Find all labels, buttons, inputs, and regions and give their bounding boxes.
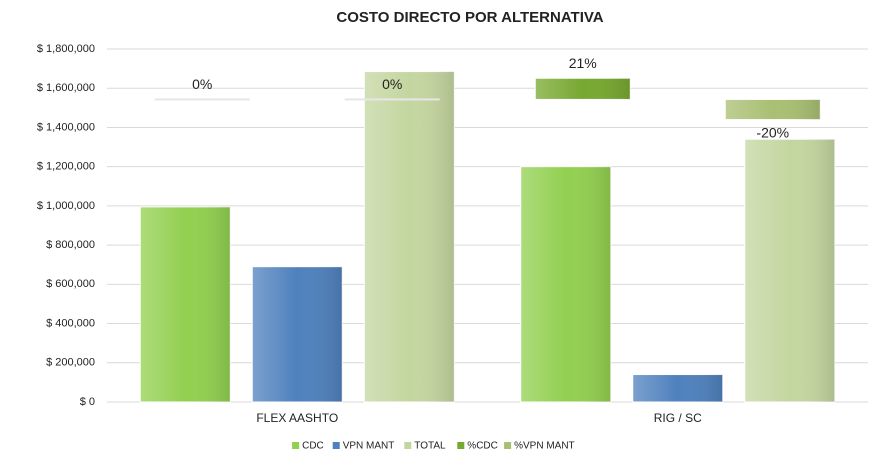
data-label: 21% [569, 55, 597, 71]
x-tick-label: RIG / SC [654, 411, 702, 425]
bar-shade [140, 206, 231, 402]
legend-swatch [404, 442, 412, 449]
bar-shade [535, 78, 631, 100]
legend-label: VPN MANT [343, 441, 395, 452]
legend-label: %VPN MANT [514, 441, 575, 452]
bar-shade [744, 139, 835, 402]
y-tick-label: $ 600,000 [46, 278, 95, 290]
y-tick-label: $ 800,000 [46, 239, 95, 251]
data-label: 0% [192, 76, 212, 92]
bar-shade [364, 71, 455, 402]
data-label: 0% [382, 76, 402, 92]
y-tick-label: $ 0 [80, 396, 95, 408]
legend-swatch [292, 442, 300, 449]
bar [154, 98, 250, 101]
legend-label: %CDC [467, 441, 498, 452]
legend-swatch [332, 442, 340, 449]
y-tick-label: $ 200,000 [46, 357, 95, 369]
legend-swatch [457, 442, 465, 449]
chart-title: COSTO DIRECTO POR ALTERNATIVA [336, 9, 603, 26]
bar-shade [632, 374, 723, 402]
y-tick-label: $ 1,600,000 [37, 82, 95, 94]
y-tick-label: $ 1,800,000 [37, 43, 95, 55]
y-tick-label: $ 400,000 [46, 317, 95, 329]
bar [344, 98, 440, 101]
data-label: -20% [756, 124, 789, 140]
y-tick-label: $ 1,400,000 [37, 121, 95, 133]
legend-label: CDC [302, 441, 324, 452]
y-tick-label: $ 1,200,000 [37, 161, 95, 173]
bar-shade [252, 266, 343, 402]
bar-shade [725, 99, 821, 120]
x-tick-label: FLEX AASHTO [256, 411, 338, 425]
legend-label: TOTAL [414, 441, 446, 452]
bar-shade [520, 166, 611, 402]
y-tick-label: $ 1,000,000 [37, 200, 95, 212]
legend-swatch [504, 442, 512, 449]
